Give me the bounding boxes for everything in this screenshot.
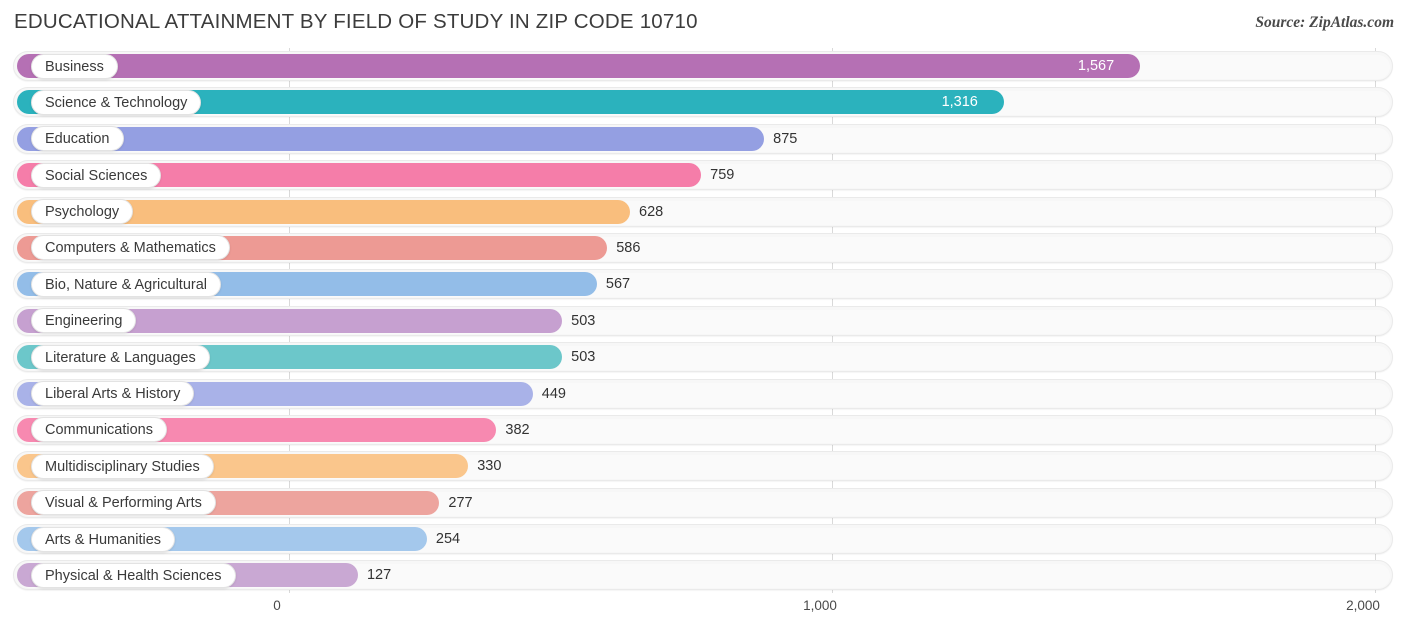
category-label: Computers & Mathematics: [31, 235, 230, 261]
category-label: Physical & Health Sciences: [31, 562, 236, 588]
bar-value-label: 330: [477, 458, 502, 475]
category-label: Business: [31, 53, 118, 79]
bar-value-label: 382: [505, 421, 530, 438]
axis-tick-label: 0: [273, 598, 281, 613]
bar-value-label: 759: [710, 167, 735, 184]
bar-row[interactable]: Business 1,567: [0, 48, 1406, 84]
bar-row[interactable]: Bio, Nature & Agricultural 567: [0, 266, 1406, 302]
bar-value-label: 628: [639, 203, 664, 220]
axis-tick-label: 1,000: [803, 598, 837, 613]
category-label: Science & Technology: [31, 89, 202, 115]
bar-row[interactable]: Physical & Health Sciences 127: [0, 557, 1406, 593]
value-bar[interactable]: [17, 126, 765, 151]
bar-value-label: 1,567: [1077, 58, 1115, 74]
bar-row[interactable]: Engineering 503: [0, 303, 1406, 339]
chart-plot-area: Business 1,567 Science & Technology 1,316 Ed…: [0, 48, 1406, 593]
x-axis: 0 1,000 2,000: [0, 593, 1406, 631]
axis-tick-label: 2,000: [1346, 598, 1380, 613]
bar-row[interactable]: Visual & Performing Arts 277: [0, 485, 1406, 521]
category-label: Education: [31, 126, 124, 152]
bar-value-label: 277: [448, 494, 473, 511]
bar-row[interactable]: Computers & Mathematics 586: [0, 230, 1406, 266]
category-label: Visual & Performing Arts: [31, 490, 216, 516]
bar-row[interactable]: Communications 382: [0, 412, 1406, 448]
bar-row[interactable]: Social Sciences 759: [0, 157, 1406, 193]
bar-row[interactable]: Arts & Humanities 254: [0, 521, 1406, 557]
bar-value-label: 875: [773, 130, 798, 147]
category-label: Psychology: [31, 199, 134, 225]
value-bar[interactable]: [17, 54, 1140, 78]
chart-header: EDUCATIONAL ATTAINMENT BY FIELD OF STUDY…: [0, 0, 1406, 44]
bar-value-label: 1,316: [941, 94, 978, 111]
category-label: Communications: [31, 417, 167, 443]
bar-value-label: 127: [366, 567, 392, 584]
bar-row[interactable]: Education 875: [0, 121, 1406, 157]
bar-row[interactable]: Literature & Languages 503: [0, 339, 1406, 375]
category-label: Social Sciences: [31, 162, 162, 188]
category-label: Bio, Nature & Agricultural: [31, 271, 221, 297]
bar-row[interactable]: Liberal Arts & History 449: [0, 376, 1406, 412]
category-label: Engineering: [31, 308, 137, 334]
category-label: Arts & Humanities: [31, 526, 176, 552]
category-label: Literature & Languages: [31, 344, 210, 370]
bar-value-label: 503: [571, 312, 596, 329]
bar-row[interactable]: Multidisciplinary Studies 330: [0, 448, 1406, 484]
bar-value-label: 503: [571, 349, 596, 366]
bar-value-label: 567: [605, 276, 631, 293]
bar-row[interactable]: Psychology 628: [0, 194, 1406, 230]
category-label: Liberal Arts & History: [31, 381, 195, 407]
bar-row[interactable]: Science & Technology 1,316: [0, 84, 1406, 120]
page-title: EDUCATIONAL ATTAINMENT BY FIELD OF STUDY…: [14, 10, 698, 33]
bar-value-label: 254: [435, 531, 461, 548]
bar-value-label: 449: [541, 385, 566, 402]
bar-value-label: 586: [616, 239, 641, 256]
category-label: Multidisciplinary Studies: [31, 453, 214, 479]
source-attribution: Source: ZipAtlas.com: [1255, 14, 1394, 31]
bar-rows: Business 1,567 Science & Technology 1,316 Ed…: [0, 48, 1406, 594]
